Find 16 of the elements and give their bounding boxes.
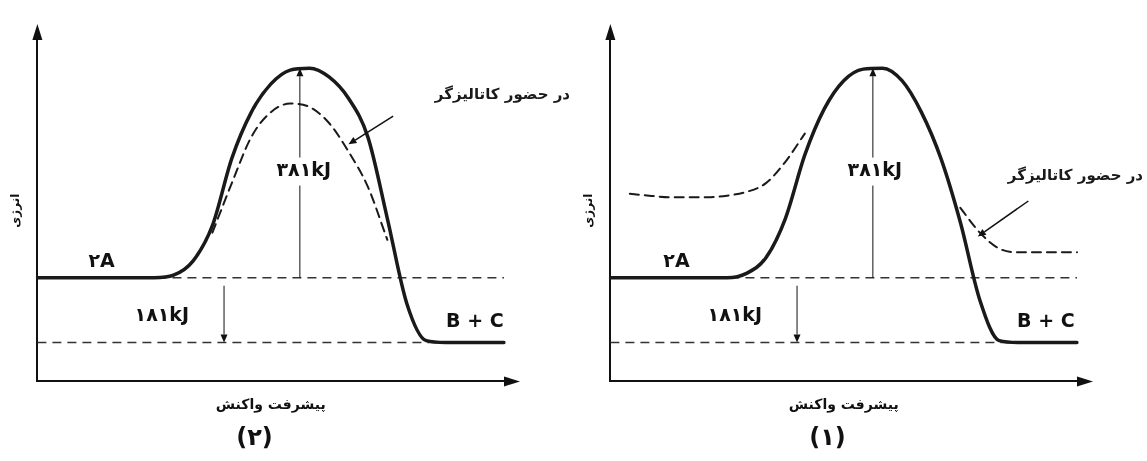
x-axis-title: پیشرفت واکنش xyxy=(215,396,326,414)
text: در حضور کاتالیزگر xyxy=(1006,166,1144,185)
annotation: ۳۸۱kJ xyxy=(276,158,331,181)
annotation: B + C xyxy=(1017,308,1075,331)
annotation: ۲A xyxy=(88,249,115,272)
text: در حضور کاتالیزگر xyxy=(433,84,571,103)
annotation: ۲A xyxy=(663,249,690,272)
text: (۱) xyxy=(809,422,846,451)
annotation: ۳۸۱kJ xyxy=(847,158,903,181)
y-axis-title: انرژی xyxy=(581,193,596,228)
annotation: ۱۸۱kJ xyxy=(134,302,190,325)
x-axis-title: پیشرفت واکنش xyxy=(788,396,899,414)
annotation: B + C xyxy=(446,308,504,331)
y-axis-title: انرژی xyxy=(8,193,23,228)
text: (۲) xyxy=(236,422,273,451)
annotation: ۱۸۱kJ xyxy=(707,302,763,325)
